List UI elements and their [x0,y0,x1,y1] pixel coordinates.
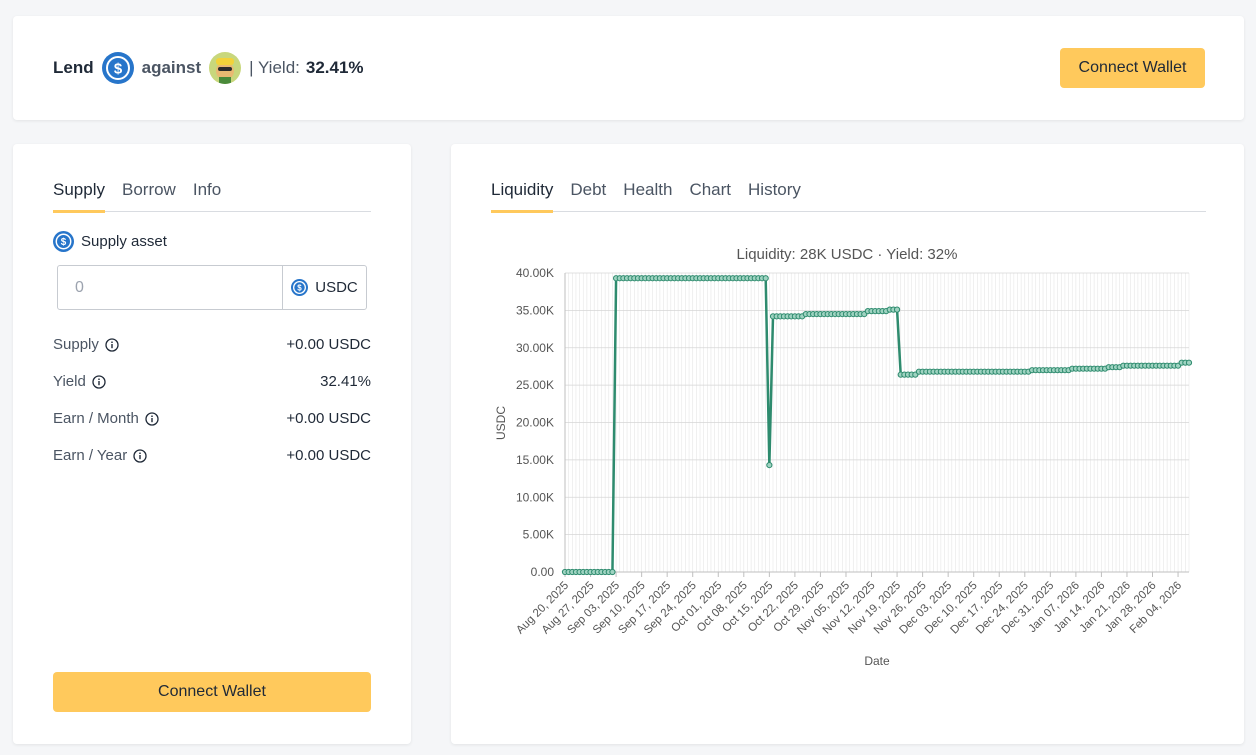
stat-label-text: Earn / Month [53,410,139,427]
asset-unit-label: USDC [315,279,358,296]
supply-tabs: Supply Borrow Info [53,180,371,213]
y-tick-label: 30.00K [516,341,554,355]
x-axis-label: Date [864,654,890,668]
supply-stats: Supply +0.00 USDC Yield 32.41% Earn / Mo… [53,326,371,474]
stat-label-text: Yield [53,373,86,390]
y-tick-label: 5.00K [523,528,554,542]
tab-supply[interactable]: Supply [53,180,105,213]
tab-chart[interactable]: Chart [689,180,732,199]
data-point [609,568,616,576]
tab-borrow[interactable]: Borrow [121,180,176,199]
stat-value-yield: 32.41% [320,373,371,390]
collateral-avatar-image [209,52,242,84]
tab-history[interactable]: History [748,180,801,199]
yield-label: | Yield: [249,58,300,77]
header-card: Lend $ against | Yield: 32.41% Connect W… [13,16,1244,120]
y-tick-label: 20.00K [516,416,554,430]
usdc-icon: $ [101,52,134,84]
supply-asset-heading: $ Supply asset [53,231,167,252]
data-point [766,462,773,469]
info-icon[interactable] [105,337,119,352]
stat-label-yield: Yield [53,373,106,390]
y-tick-label: 10.00K [516,490,554,504]
y-axis-label: USDC [494,406,508,440]
chart-tabs: Liquidity Debt Health Chart History [491,180,1206,213]
yield-value: 32.41% [305,58,364,77]
data-point [1185,359,1193,366]
stat-label-earn-year: Earn / Year [53,447,147,464]
stat-label-supply: Supply [53,336,119,353]
stat-row-earn-month: Earn / Month +0.00 USDC [53,400,371,437]
svg-text:$: $ [61,237,67,248]
collateral-nft-avatar [209,52,242,84]
lend-label: Lend [53,58,94,77]
stat-label-earn-month: Earn / Month [53,410,159,427]
usdc-icon: $ [291,279,309,296]
connect-wallet-button[interactable]: Connect Wallet [1060,48,1205,88]
stat-row-yield: Yield 32.41% [53,363,371,400]
y-tick-label: 35.00K [516,303,554,317]
svg-text:$: $ [113,61,122,78]
stat-value-earn-year: +0.00 USDC [286,447,371,464]
info-icon[interactable] [133,448,147,463]
svg-text:$: $ [298,283,303,292]
info-icon[interactable] [145,411,159,426]
supply-amount-input[interactable] [58,266,282,309]
y-tick-label: 15.00K [516,453,554,467]
stat-value-earn-month: +0.00 USDC [286,410,371,427]
connect-wallet-button-bottom[interactable]: Connect Wallet [53,672,371,712]
y-tick-label: 40.00K [516,266,554,280]
tab-health[interactable]: Health [623,180,673,199]
chart-title: Liquidity: 28K USDC · Yield: 32% [737,246,958,263]
supply-panel: Supply Borrow Info $ Supply asset $ USDC… [13,144,411,744]
stat-label-text: Earn / Year [53,447,128,464]
supply-asset-label: Supply asset [81,233,167,250]
y-tick-label: 0.00 [531,565,555,579]
stat-row-supply: Supply +0.00 USDC [53,326,371,363]
series-line [565,276,1189,574]
liquidity-chart: 0.00 5.00K 10.00K 15.00K 20.00K 25.00K 30.00K 3… [494,246,1193,668]
usdc-icon: $ [53,231,74,252]
asset-unit: $ USDC [282,266,366,309]
stat-label-text: Supply [53,336,99,353]
data-point [893,306,901,313]
tab-liquidity[interactable]: Liquidity [491,180,554,213]
market-chart-panel: Liquidity Debt Health Chart History 0.00… [451,144,1244,744]
stat-value-supply: +0.00 USDC [286,336,371,353]
market-title: Lend $ against | Yield: 32.41% [53,51,364,85]
tab-debt[interactable]: Debt [570,180,607,199]
against-label: against [141,58,202,77]
tab-info[interactable]: Info [192,180,222,199]
supply-amount-field: $ USDC [57,265,367,310]
y-tick-label: 25.00K [516,378,554,392]
info-icon[interactable] [92,374,106,389]
stat-row-earn-year: Earn / Year +0.00 USDC [53,437,371,474]
data-point [762,275,769,282]
